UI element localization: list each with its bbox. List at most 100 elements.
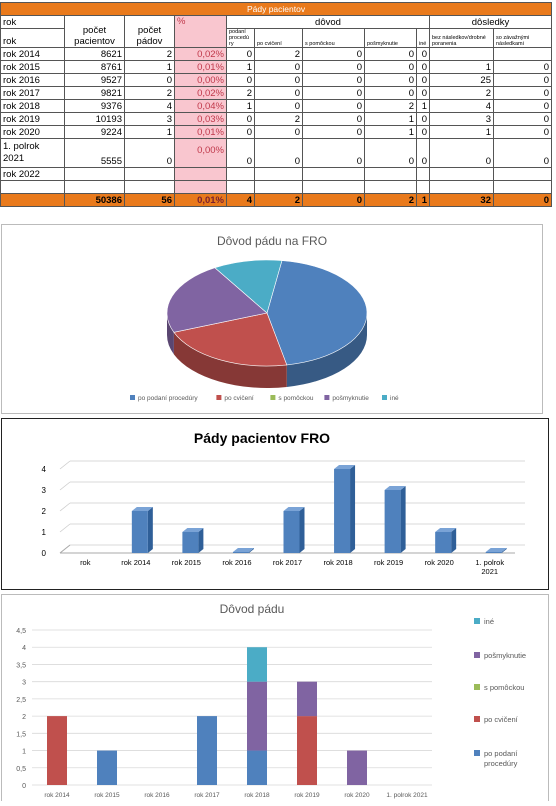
stacked-bar-chart: Dôvod pádu 0 0,5 1 1,5 2 2,5 3 3,5 4 4,5 rok 2014 ro… [16, 602, 526, 799]
pie-slice [266, 260, 368, 366]
table-cell: 4 [124, 99, 175, 113]
table-cell: 9527 [64, 73, 125, 87]
header-dovod-col: iné [416, 28, 430, 48]
table-cell: 3 [124, 112, 175, 126]
pie-slice-side [286, 313, 367, 387]
stacked-y-tick: 2,5 [16, 697, 26, 704]
bar-y-tick: 0 [42, 549, 47, 558]
header-dosledky-col: bez následkov/drobné poranenia [429, 28, 494, 48]
table-cell: 8621 [64, 47, 125, 61]
stacked-bar-segment [197, 716, 217, 785]
pie-legend-label: s pomôckou [278, 395, 313, 402]
bar-x-tick: rok 2018 [323, 558, 352, 567]
table-cell: 1 [124, 60, 175, 74]
stacked-bar-segment [247, 681, 267, 751]
bar-x-tick: rok 2015 [172, 558, 201, 567]
table-cell: 0 [254, 60, 303, 74]
table-cell: 0 [226, 112, 255, 126]
bar-x-tick: rok [80, 558, 91, 567]
pie-slice [166, 267, 268, 333]
table-cell: 1 [429, 125, 494, 139]
table-cell: 0 [364, 60, 417, 74]
stacked-y-tick: 3 [22, 680, 26, 687]
table-cell: 0 [416, 125, 430, 139]
stacked-bar-segment [97, 750, 117, 785]
table-cell: 1 [416, 99, 430, 113]
bar-grid-diag [59, 460, 71, 470]
bar-x-tick: rok 2020 [425, 558, 454, 567]
pie-legend-label: po cvičení [224, 395, 253, 402]
stacked-bar-segment [347, 750, 367, 785]
bar-x-tick: rok 2019 [374, 558, 403, 567]
header-dosledky-col: so závažnými následkami [492, 28, 553, 48]
table-cell: 0 [302, 47, 365, 61]
stacked-x-tick: rok 2017 [194, 792, 220, 799]
table-cell: 2 [254, 112, 303, 126]
pie-title: Dôvod pádu na FRO [217, 234, 327, 248]
table-cell: 9224 [64, 125, 125, 139]
table-cell: 0 [416, 112, 430, 126]
bar-top [131, 507, 153, 511]
stacked-legend-label: iné [484, 617, 494, 626]
table-row: rok 2020 9224 1 0,01% 0 0 0 1 0 1 0 [0, 125, 553, 139]
stacked-y-tick: 2 [22, 714, 26, 721]
bar [435, 532, 452, 553]
bar-side [501, 548, 507, 553]
bar-y-tick: 3 [42, 486, 47, 495]
table-cell: rok 2014 [0, 47, 65, 61]
stacked-bar-segment [297, 681, 317, 717]
table-cell: 0 [492, 60, 553, 74]
stacked-bar-segment [297, 716, 317, 785]
table-cell: rok 2019 [0, 112, 65, 126]
pie-legend-marker [216, 395, 222, 400]
bar-side [451, 528, 457, 553]
bar-side [248, 548, 254, 553]
pie-legend-label: iné [390, 395, 399, 402]
table-cell: rok 2015 [0, 60, 65, 74]
bar-y-tick: 2 [42, 507, 47, 516]
bar [232, 552, 249, 553]
pie-legend-marker [382, 395, 387, 400]
table-cell: 0 [302, 112, 365, 126]
total-row: 50386 56 0,01% 4 2 0 2 1 32 0 [0, 193, 553, 207]
table-cell: 0 [254, 73, 303, 87]
table-cell: 8761 [64, 60, 125, 74]
stacked-legend-marker [474, 652, 480, 658]
table-cell: 0,00% [174, 73, 227, 87]
table-cell: 0 [254, 99, 303, 113]
table-cell: 0 [416, 60, 430, 74]
pie-legend-marker [324, 395, 330, 400]
table-cell: 1 [226, 99, 255, 113]
pie-legend-label: pošmyknutie [332, 395, 369, 402]
table-cell: 9821 [64, 86, 125, 100]
pie-legend-marker [130, 395, 135, 400]
table-cell: 0,02% [174, 86, 227, 100]
bar-top [182, 528, 204, 532]
table-cell: 0 [492, 112, 553, 126]
table-cell: 0 [302, 125, 365, 139]
table-body: rok 2014 8621 2 0,02% 0 2 0 0 0 rok 2015 8761 1 0,01… [0, 47, 553, 139]
table-row: rok 2022 [0, 167, 553, 181]
table-cell: 0 [124, 73, 175, 87]
bar-side [299, 507, 305, 553]
stacked-legend-label: procedúry [484, 759, 518, 768]
table-cell: rok 2018 [0, 99, 65, 113]
stacked-x-tick: rok 2018 [244, 792, 270, 799]
table-row: rok 2017 9821 2 0,02% 2 0 0 0 0 2 0 [0, 86, 553, 100]
row-label-2021: 1. polrok 2021 [0, 138, 65, 168]
bar [384, 490, 401, 553]
table-cell: 0 [492, 99, 553, 113]
table-cell: 0 [416, 86, 430, 100]
stacked-y-tick: 1,5 [16, 731, 26, 738]
bar-chart: Pády pacientov FRO 0 1 2 3 4 rok rok 2014 rok 20… [42, 430, 525, 576]
bar-x-tick: rok 2017 [273, 558, 302, 567]
stacked-legend-label: po cvičení [484, 715, 519, 724]
bar-grid-diag [59, 481, 71, 491]
bar-side [198, 528, 204, 553]
stacked-bar-segment [247, 647, 267, 682]
stacked-legend-marker [474, 618, 480, 624]
bar-chart-panel: Pády pacientov FRO 0 1 2 3 4 rok rok 2014 rok 20… [1, 418, 549, 590]
header-dovod-col: podaní procedú ry [226, 28, 255, 48]
table-cell: rok 2016 [0, 73, 65, 87]
table-cell: 0,01% [174, 125, 227, 139]
